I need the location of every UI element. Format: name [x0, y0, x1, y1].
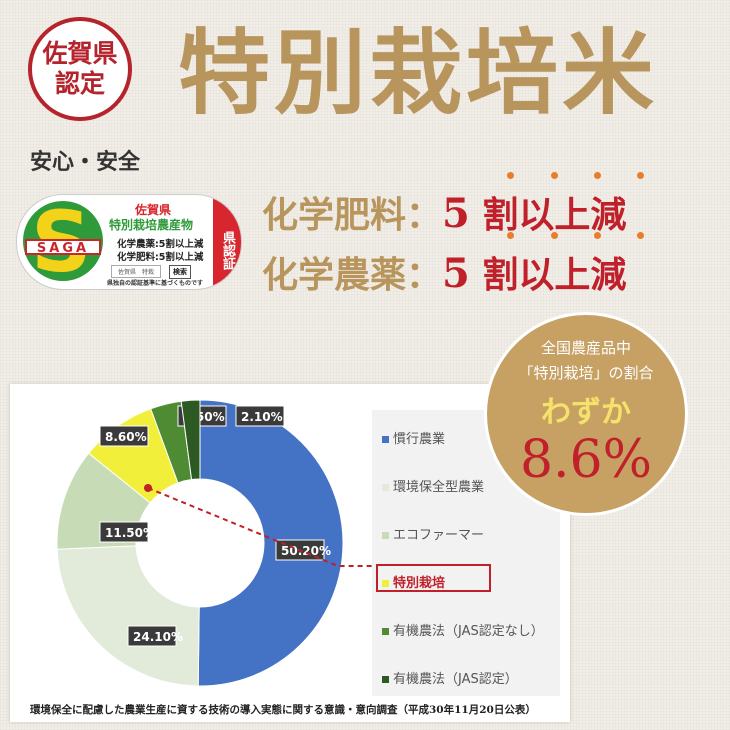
emphasis-dot [551, 172, 558, 179]
donut-slice-5 [180, 399, 201, 481]
emphasis-dot [637, 172, 644, 179]
highlight-dot [144, 484, 152, 492]
data-label-box [99, 425, 149, 447]
circle-line2: 「特別栽培」の割合 [518, 364, 654, 382]
legend-label: エコファーマー [393, 528, 485, 543]
circle-line1: 全国農産品中 [540, 339, 631, 357]
data-label: 11.50% [99, 521, 155, 543]
emphasis-dot [594, 172, 601, 179]
legend-item: 有機農法（JAS認定なし） [382, 620, 544, 639]
claim-number: 5 [442, 250, 470, 297]
legend-label: 有機農法（JAS認定なし） [393, 624, 544, 639]
badge-line1: 化学農薬:5割以上減 [117, 239, 204, 250]
logo-text: SAGA [25, 239, 101, 256]
claim-rest: 割以上減 [482, 254, 627, 296]
emphasis-dot [637, 232, 644, 239]
badge-name: 特別栽培農産物 [109, 218, 194, 232]
emphasis-dot [507, 172, 514, 179]
donut-slice-0 [197, 399, 344, 687]
donut-chart: 50.20%24.10%11.50%8.60%3.50% 2.10% [56, 399, 372, 687]
badge-pref: 佐賀県 [135, 203, 172, 217]
badge-footer: 県独自の認証基準に基づくものです [107, 280, 204, 287]
emphasis-dot [507, 232, 514, 239]
legend-swatch [382, 532, 389, 539]
badge-search-box: 佐賀県 特栽 [111, 265, 162, 278]
circle-line3: わずか [541, 395, 631, 430]
badge-line2: 化学肥料:5割以上減 [117, 252, 204, 263]
legend-swatch [382, 484, 389, 491]
badge-search-button: 検索 [169, 265, 191, 279]
source-note: 環境保全に配慮した農業生産に資する技術の導入実態に関する意識・意向調査（平成30… [30, 704, 536, 716]
chart-panel: 50.20% 24.10% 11.50% 8.60% 3.50% 2.10% 慣行農業 環境… [10, 384, 570, 722]
data-label: 8.60% [99, 425, 149, 447]
donut-slice-1 [56, 545, 200, 687]
legend-item: 有機農法（JAS認定） [382, 668, 518, 687]
claim-pesticide: 化学農薬：5 割以上減 [262, 246, 626, 298]
data-label-text: 11.50% [105, 526, 155, 540]
data-label: 24.10% [127, 625, 183, 647]
legend-swatch [382, 676, 389, 683]
page-title: 特別栽培米 [178, 19, 659, 127]
legend-highlight-box [376, 564, 491, 592]
claim-label: 化学農薬： [262, 254, 443, 296]
saga-logo: SSAGA [23, 195, 103, 289]
seal-line1: 佐賀県 [42, 39, 118, 68]
saga-certified-seal: 佐賀県 認定 [28, 17, 132, 121]
legend-item: 環境保全型農業 [382, 476, 484, 495]
legend-label: 環境保全型農業 [393, 480, 485, 495]
legend-swatch [382, 580, 389, 587]
claim-number: 5 [442, 190, 470, 237]
circle-value: 8.6% [519, 430, 653, 490]
legend-item: エコファーマー [382, 524, 484, 543]
highlight-leader-line [147, 487, 372, 567]
badge-side-label: 県認証 [213, 195, 241, 289]
data-label-box [127, 625, 177, 647]
legend-item: 特別栽培 [382, 572, 445, 591]
data-label-text: 2.10% [241, 410, 283, 424]
data-label-text: 24.10% [133, 630, 183, 644]
legend-label: 特別栽培 [393, 576, 446, 591]
legend-item: 慣行農業 [382, 428, 445, 447]
claim-fertilizer: 化学肥料：5 割以上減 [262, 186, 626, 238]
legend-swatch [382, 628, 389, 635]
claim-rest: 割以上減 [482, 194, 627, 236]
seal-line2: 認定 [54, 69, 105, 98]
share-circle: 全国農産品中 「特別栽培」の割合 わずか 8.6% [484, 312, 688, 516]
data-label-box [235, 405, 285, 427]
certification-badge: SSAGA 佐賀県 特別栽培農産物 化学農薬:5割以上減 化学肥料:5割以上減 … [16, 194, 242, 290]
data-label-text: 50.20% [281, 544, 331, 558]
tagline: 安心・安全 [30, 149, 141, 175]
legend-swatch [382, 436, 389, 443]
emphasis-dot [551, 232, 558, 239]
legend-label: 慣行農業 [393, 432, 446, 447]
emphasis-dot [594, 232, 601, 239]
legend-label: 有機農法（JAS認定） [393, 672, 518, 687]
data-label-text: 8.60% [105, 430, 147, 444]
data-label-box [99, 521, 149, 543]
data-label: 2.10% [235, 405, 285, 427]
claim-label: 化学肥料： [262, 194, 443, 236]
